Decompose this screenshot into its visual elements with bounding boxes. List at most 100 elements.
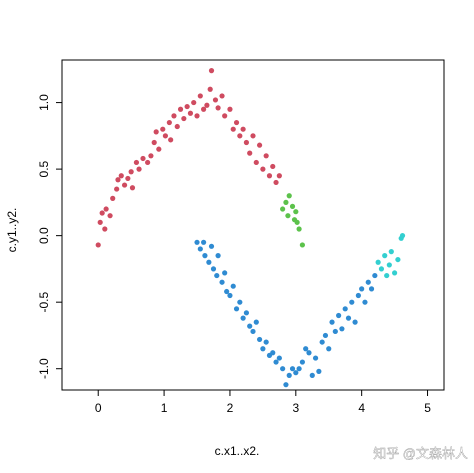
- point: [273, 359, 279, 365]
- point: [260, 166, 266, 172]
- point: [270, 350, 276, 356]
- point: [256, 336, 263, 343]
- x-tick-label: 2: [227, 401, 234, 415]
- point: [299, 242, 305, 248]
- point: [332, 328, 338, 335]
- point: [247, 323, 253, 329]
- point: [174, 123, 180, 130]
- point: [362, 299, 368, 305]
- point: [194, 113, 200, 119]
- x-tick-label: 0: [95, 401, 102, 415]
- y-tick-label: 0.5: [37, 160, 51, 177]
- point: [329, 319, 335, 325]
- point: [280, 366, 286, 372]
- point: [237, 133, 243, 139]
- point: [197, 93, 203, 99]
- point: [388, 249, 394, 255]
- point: [240, 315, 246, 321]
- point: [207, 86, 213, 92]
- point: [114, 186, 120, 192]
- point: [212, 97, 219, 103]
- point: [233, 119, 240, 126]
- point: [286, 193, 292, 199]
- point: [99, 210, 105, 216]
- point: [273, 179, 279, 186]
- point: [168, 137, 174, 143]
- point: [121, 182, 128, 188]
- point: [352, 319, 358, 325]
- point: [118, 173, 124, 179]
- point: [230, 283, 236, 289]
- point: [250, 328, 256, 335]
- point: [289, 366, 296, 372]
- point: [342, 306, 348, 312]
- point: [145, 159, 151, 166]
- point: [243, 139, 250, 146]
- point: [215, 253, 221, 259]
- point: [237, 299, 243, 305]
- point: [240, 126, 246, 132]
- point: [293, 370, 299, 376]
- point: [280, 206, 286, 212]
- point: [162, 133, 169, 139]
- point: [227, 292, 233, 299]
- point: [384, 272, 390, 279]
- point: [289, 203, 296, 209]
- point: [140, 155, 146, 162]
- point: [247, 150, 253, 156]
- point: [386, 262, 392, 268]
- point: [107, 213, 113, 219]
- point: [222, 270, 228, 276]
- y-tick-label: -1.0: [37, 358, 51, 379]
- point: [339, 326, 345, 332]
- point: [208, 243, 215, 249]
- point: [395, 256, 401, 263]
- point: [253, 159, 259, 166]
- point: [233, 306, 240, 312]
- point: [219, 279, 225, 285]
- point: [372, 272, 378, 279]
- point: [250, 133, 256, 139]
- x-tick-label: 3: [292, 401, 299, 415]
- point: [296, 366, 302, 372]
- point: [201, 106, 207, 112]
- point: [153, 129, 159, 135]
- point: [294, 219, 300, 225]
- point: [151, 139, 157, 146]
- point: [171, 113, 177, 119]
- point: [263, 339, 269, 345]
- point: [306, 350, 312, 356]
- point: [219, 93, 225, 99]
- point: [197, 246, 203, 252]
- point: [316, 368, 322, 374]
- point: [319, 339, 325, 345]
- point: [202, 253, 208, 259]
- point: [299, 359, 305, 365]
- point: [378, 266, 385, 272]
- point: [336, 312, 342, 319]
- point: [392, 270, 398, 276]
- point: [293, 209, 299, 215]
- point: [276, 355, 282, 361]
- point: [201, 239, 207, 245]
- point: [286, 372, 292, 378]
- x-axis-label: c.x1..x2.: [215, 444, 260, 458]
- point: [276, 173, 282, 179]
- point: [95, 242, 101, 248]
- point: [204, 102, 210, 108]
- point: [177, 106, 184, 112]
- point: [375, 259, 381, 265]
- point: [322, 332, 329, 339]
- point: [206, 259, 212, 265]
- point: [210, 266, 217, 272]
- point: [309, 372, 315, 378]
- point: [368, 286, 375, 292]
- point: [215, 105, 221, 111]
- point: [156, 146, 162, 152]
- point: [382, 253, 388, 259]
- x-tick-label: 1: [161, 401, 168, 415]
- point: [399, 233, 406, 239]
- point: [128, 169, 134, 175]
- point: [230, 126, 236, 132]
